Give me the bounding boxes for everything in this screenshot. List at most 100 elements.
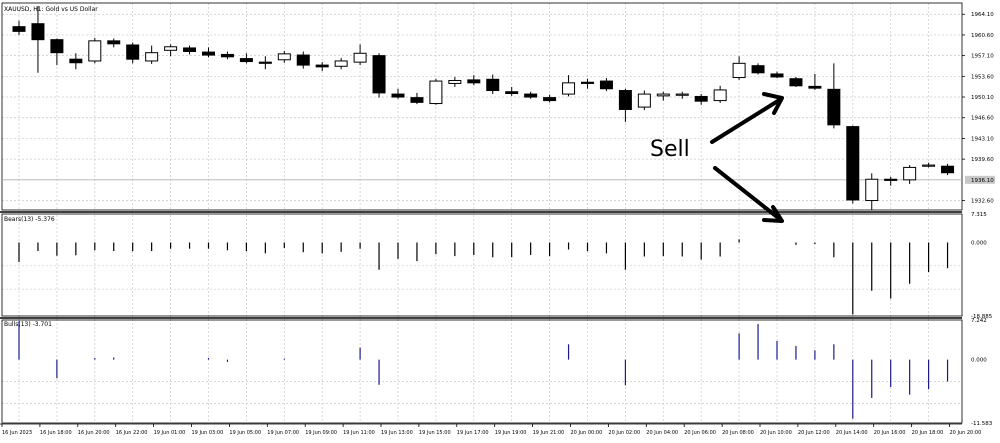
candle[interactable]: [599, 78, 613, 92]
candle[interactable]: [429, 78, 443, 105]
candle[interactable]: [562, 75, 576, 97]
time-axis-label: 19 Jun 09:00: [305, 430, 337, 436]
candle[interactable]: [713, 85, 727, 103]
price-axis-label: 1964.10: [971, 12, 994, 18]
price-axis-label: 1943.10: [971, 136, 994, 142]
candle[interactable]: [69, 53, 83, 70]
candle[interactable]: [694, 94, 708, 105]
candle[interactable]: [884, 176, 898, 186]
candle-body: [12, 26, 26, 32]
candle[interactable]: [220, 51, 234, 60]
bears-power-panel[interactable]: [18, 239, 949, 315]
candle[interactable]: [239, 53, 253, 64]
candle[interactable]: [467, 75, 481, 86]
candle[interactable]: [12, 20, 26, 35]
candle-body: [884, 178, 898, 181]
candle-body: [581, 81, 594, 84]
candle-body: [50, 39, 64, 54]
candle[interactable]: [202, 47, 215, 58]
bulls-legend: Bulls(13) -3.701: [4, 321, 52, 328]
time-axis-label: 20 Jun 14:00: [836, 430, 868, 436]
candle[interactable]: [865, 173, 879, 210]
candle[interactable]: [391, 88, 405, 99]
candle[interactable]: [50, 38, 64, 66]
sell-arrow-up-head: [762, 92, 784, 115]
candle[interactable]: [353, 44, 367, 66]
candle[interactable]: [941, 163, 955, 176]
candle[interactable]: [486, 74, 500, 95]
candle-body: [618, 90, 632, 110]
candle[interactable]: [846, 125, 860, 204]
candle-body: [107, 40, 121, 45]
candle[interactable]: [88, 37, 102, 64]
candle[interactable]: [922, 162, 936, 168]
time-axis-label: 20 Jun 02:00: [608, 430, 640, 436]
candle-body: [713, 89, 727, 102]
candle[interactable]: [410, 92, 424, 105]
candle-body: [126, 44, 140, 60]
price-axis-label: 1939.60: [971, 157, 994, 163]
time-axis-label: 20 Jun 10:00: [760, 430, 792, 436]
candle-body: [429, 80, 443, 105]
sell-label: Sell: [650, 137, 690, 162]
current-price-badge: [965, 175, 995, 184]
bulls-power-panel[interactable]: [18, 321, 949, 419]
candle[interactable]: [656, 91, 670, 101]
bulls-axis-label: -11.583: [971, 421, 993, 427]
candle[interactable]: [448, 76, 462, 87]
candle[interactable]: [789, 76, 803, 87]
candle-body: [391, 93, 405, 98]
candle-body: [505, 91, 519, 94]
time-axis-label: 19 Jun 01:00: [154, 430, 186, 436]
candle-body: [145, 52, 159, 62]
candle-body: [656, 93, 670, 97]
candle[interactable]: [164, 44, 178, 57]
candle-body: [599, 80, 613, 90]
candle[interactable]: [315, 62, 329, 72]
candle[interactable]: [618, 88, 632, 122]
candle-body: [448, 79, 462, 84]
symbol-title: XAUUSD, H1: Gold vs US Dollar: [4, 6, 98, 13]
candle[interactable]: [637, 90, 651, 111]
candle[interactable]: [296, 51, 310, 69]
candle[interactable]: [31, 5, 45, 73]
bears-axis-label: 7.315: [971, 212, 987, 218]
candle[interactable]: [751, 63, 765, 75]
time-axis-label: 19 Jun 07:00: [267, 430, 299, 436]
price-panel[interactable]: [12, 5, 955, 210]
candle[interactable]: [827, 63, 841, 129]
candle[interactable]: [808, 73, 822, 90]
candle[interactable]: [732, 56, 746, 80]
candle[interactable]: [581, 78, 594, 89]
time-axis-label: 19 Jun 17:00: [457, 430, 489, 436]
candle[interactable]: [126, 42, 140, 64]
time-axis-label: 16 Jun 2023: [2, 430, 32, 436]
candle-body: [941, 165, 955, 174]
candle[interactable]: [334, 58, 348, 70]
time-axis-label: 19 Jun 19:00: [495, 430, 527, 436]
panel-frame: [1, 2, 963, 211]
candle[interactable]: [183, 45, 197, 55]
candle[interactable]: [543, 94, 557, 103]
candle[interactable]: [524, 91, 538, 99]
bears-axis-label: -18.885: [971, 314, 993, 320]
candle[interactable]: [145, 45, 159, 64]
candle-body: [789, 78, 803, 87]
candle-body: [751, 65, 765, 74]
candle[interactable]: [770, 71, 784, 79]
candle-body: [220, 53, 234, 58]
candle[interactable]: [258, 56, 272, 70]
bears-axis-label: 0.000: [971, 240, 987, 246]
candle-body: [410, 97, 424, 103]
candle[interactable]: [372, 53, 386, 98]
candle-body: [372, 55, 386, 94]
candle-body: [202, 51, 215, 56]
grid-lines: [0, 2, 963, 424]
candle[interactable]: [107, 38, 121, 48]
candle[interactable]: [277, 50, 291, 63]
candle[interactable]: [675, 91, 689, 99]
candle[interactable]: [505, 86, 519, 96]
candle[interactable]: [903, 165, 917, 184]
